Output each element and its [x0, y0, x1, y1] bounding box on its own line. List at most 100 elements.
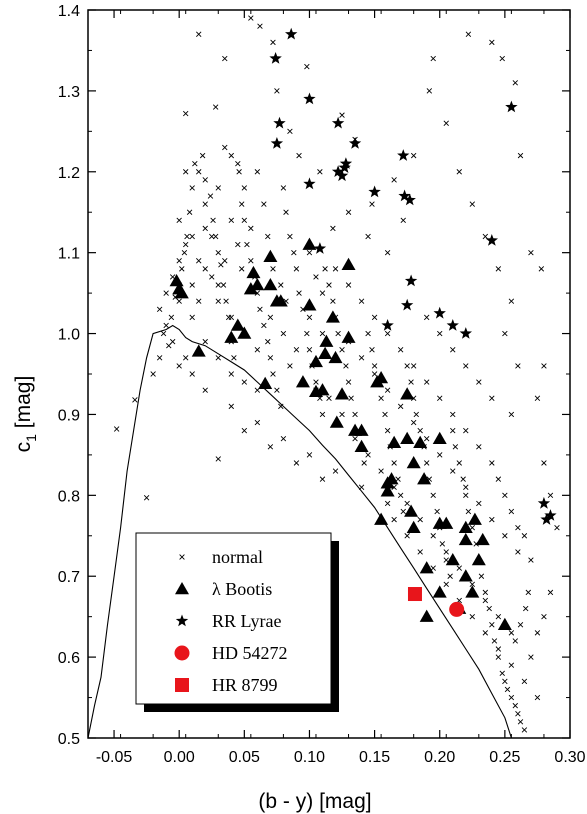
point-rr-lyrae — [273, 116, 286, 129]
point-normal — [456, 565, 462, 571]
point-normal — [332, 468, 339, 474]
point-normal — [384, 500, 391, 507]
point-normal — [417, 427, 423, 434]
point-normal — [486, 605, 492, 612]
point-normal — [512, 80, 519, 86]
point-bootis — [237, 326, 252, 339]
x-axis-label: (b - y) [mag] — [258, 790, 371, 813]
point-normal — [528, 249, 534, 256]
point-normal — [113, 426, 120, 432]
point-normal — [384, 427, 391, 434]
point-normal — [293, 266, 300, 272]
point-normal — [184, 233, 190, 240]
point-normal — [489, 39, 495, 46]
point-normal — [534, 694, 541, 701]
point-normal — [345, 379, 352, 385]
point-bootis — [419, 609, 434, 622]
legend-items: normal λ Bootis RR Lyrae HD 54272 HR 8799 — [174, 547, 288, 695]
point-normal — [189, 371, 195, 377]
point-normal — [430, 55, 436, 62]
point-normal — [196, 31, 202, 37]
x-tick-label: 0.00 — [164, 749, 195, 766]
point-normal — [176, 258, 182, 264]
point-normal — [534, 630, 541, 636]
point-normal — [181, 249, 188, 256]
x-tick-label: 0.30 — [554, 749, 585, 766]
point-normal — [241, 185, 248, 191]
point-bootis — [354, 439, 369, 453]
axis-ticks: -0.05 0.00 0.05 0.10 0.15 0.20 0.25 0.30 0.5 0.6 0… — [58, 3, 586, 766]
point-normal — [283, 209, 289, 215]
legend-label-hd-54272: HD 54272 — [212, 643, 288, 663]
point-normal — [423, 314, 430, 321]
point-rr-lyrae — [313, 242, 327, 254]
point-normal — [196, 169, 202, 175]
x-tick-label: 0.10 — [294, 749, 325, 766]
point-bootis — [328, 350, 343, 364]
point-bootis — [263, 278, 278, 291]
point-normal — [443, 549, 449, 555]
point-bootis — [341, 257, 356, 271]
legend-marker-hr-8799 — [175, 678, 189, 692]
point-normal — [215, 456, 221, 462]
point-normal — [439, 541, 446, 547]
legend-marker-bootis — [175, 582, 189, 595]
point-normal — [343, 363, 349, 369]
point-normal — [515, 549, 521, 555]
point-normal — [176, 298, 182, 304]
x-tick-label: 0.25 — [489, 749, 520, 766]
point-normal — [150, 371, 156, 377]
point-rr-lyrae — [270, 137, 284, 149]
point-normal — [495, 646, 502, 652]
point-normal — [287, 128, 293, 135]
point-rr-lyrae — [331, 165, 345, 177]
point-normal — [369, 201, 375, 207]
point-bootis — [387, 435, 402, 449]
point-normal — [169, 338, 176, 345]
point-rr-lyrae — [339, 157, 353, 169]
point-bootis — [380, 484, 395, 497]
point-bootis — [273, 294, 288, 307]
point-normal — [358, 484, 365, 490]
point-normal — [517, 719, 524, 725]
point-normal — [274, 88, 280, 94]
point-normal — [248, 15, 254, 21]
point-normal — [199, 152, 206, 159]
point-normal — [463, 484, 469, 490]
point-normal — [508, 694, 515, 701]
point-bootis — [439, 516, 454, 529]
point-rr-lyrae — [397, 149, 410, 161]
y-tick-label: 0.5 — [58, 731, 80, 748]
legend-label-hr-8799: HR 8799 — [212, 675, 278, 695]
point-normal — [196, 298, 202, 304]
point-normal — [239, 266, 245, 272]
point-normal — [192, 160, 198, 167]
point-normal — [202, 225, 208, 232]
point-bootis — [445, 553, 460, 566]
point-bootis — [404, 504, 419, 517]
point-normal — [168, 314, 175, 321]
point-normal — [456, 460, 462, 466]
y-tick-label: 0.8 — [58, 488, 80, 505]
point-normal — [465, 31, 472, 37]
point-normal — [313, 379, 319, 385]
point-normal — [179, 266, 185, 272]
point-normal — [291, 249, 297, 256]
point-normal — [365, 452, 371, 458]
point-bootis — [329, 415, 344, 428]
point-bootis — [302, 298, 317, 311]
point-normal — [215, 355, 221, 361]
point-normal — [404, 533, 410, 539]
point-bootis — [413, 435, 428, 449]
point-normal — [423, 460, 430, 466]
point-rr-lyrae — [303, 92, 316, 105]
point-normal — [202, 338, 208, 345]
point-normal — [469, 581, 476, 588]
point-normal — [463, 427, 469, 434]
point-normal — [306, 249, 313, 256]
point-normal — [397, 492, 404, 499]
point-bootis — [471, 553, 486, 566]
point-normal — [408, 379, 414, 385]
point-normal — [369, 347, 375, 353]
point-normal — [489, 395, 495, 401]
